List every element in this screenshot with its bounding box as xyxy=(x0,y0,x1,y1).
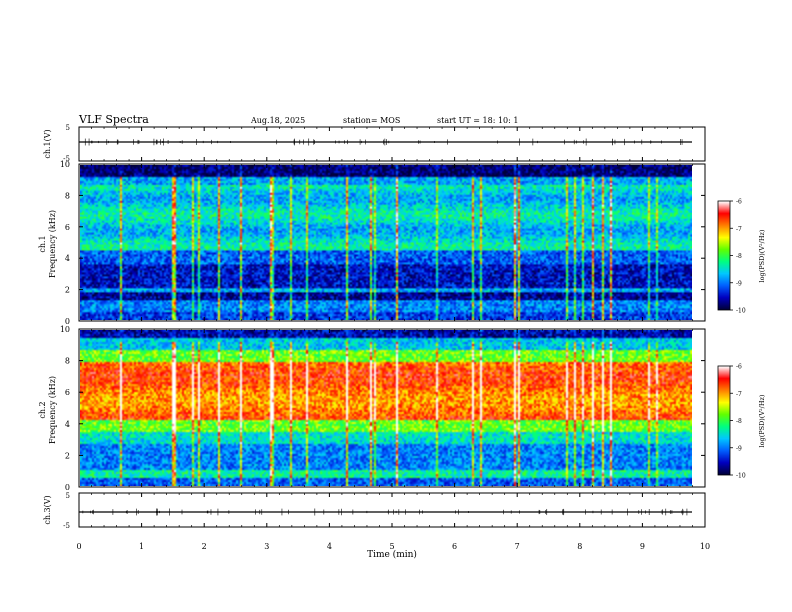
x-axis-label: Time (min) xyxy=(367,549,417,560)
date-label: Aug.18, 2025 xyxy=(250,116,305,125)
x-axis-ticks xyxy=(78,127,706,527)
ch1-spec-ytick-label-5: 10 xyxy=(60,160,70,169)
x-tick-label-0: 0 xyxy=(76,542,81,551)
x-tick-label-8: 8 xyxy=(577,542,582,551)
x-tick-label-4: 4 xyxy=(327,542,332,551)
ch1-colorbar-label: log(PSD)(V²/Hz) xyxy=(758,229,766,282)
ch2-spec-ytick-label-0: 0 xyxy=(65,483,70,492)
ch1-waveform-panel: 5 -5 ch.1(V) xyxy=(43,124,706,163)
ch1-colorbar: -6 -7 -8 -9 -10 log(PSD)(V²/Hz) xyxy=(717,199,766,315)
ch2-cbar-tick-label-3: -9 xyxy=(736,445,742,452)
x-tick-label-6: 6 xyxy=(452,542,457,551)
ch3-waveform-ylabel: ch.3(V) xyxy=(43,495,52,524)
ch2-spec-ylabel-channel: ch.2 xyxy=(38,401,47,418)
ch1-spec-ytick-label-2: 4 xyxy=(65,254,70,263)
ch3-waveform-frame xyxy=(78,492,706,528)
ch1-cbar-tick-label-2: -8 xyxy=(736,253,742,260)
ch2-colorbar-label: log(PSD)(V²/Hz) xyxy=(758,394,766,447)
ch2-cbar-tick-label-4: -10 xyxy=(736,473,746,480)
ch2-colorbar-image xyxy=(718,366,730,475)
ch1-spec-yticks: 0 2 4 6 8 10 xyxy=(60,160,705,326)
ch2-spec-ylabel-freq: Frequency (kHz) xyxy=(48,376,57,444)
ch1-spectrogram-image xyxy=(80,165,692,320)
ch1-spec-ylabel-channel: ch.1 xyxy=(38,235,47,252)
ch1-spectrogram-panel: ch.1 Frequency (kHz) 0 2 4 6 8 10 xyxy=(38,160,706,326)
ch1-cbar-tick-label-3: -9 xyxy=(736,280,742,287)
ch2-spectrogram-image xyxy=(80,330,692,486)
ch1-spec-ytick-label-1: 2 xyxy=(65,286,70,295)
ch2-colorbar-ticks: -6 -7 -8 -9 -10 xyxy=(730,364,746,480)
ch2-spec-yticks: 0 2 4 6 8 10 xyxy=(60,325,705,492)
ch2-spec-ytick-label-2: 4 xyxy=(65,420,70,429)
x-tick-label-2: 2 xyxy=(202,542,207,551)
ch2-cbar-tick-label-1: -7 xyxy=(736,391,742,398)
ch2-spectrogram-panel: ch.2 Frequency (kHz) 0 2 4 6 8 10 xyxy=(38,325,706,492)
ch2-colorbar: -6 -7 -8 -9 -10 log(PSD)(V²/Hz) xyxy=(717,364,766,480)
ch2-cbar-tick-label-0: -6 xyxy=(736,364,742,371)
ch1-ytick-top: 5 xyxy=(66,124,70,132)
x-tick-label-7: 7 xyxy=(515,542,520,551)
ch2-spec-ytick-label-1: 2 xyxy=(65,451,70,460)
ch1-spec-ytick-label-4: 8 xyxy=(65,191,70,200)
ch1-ytick-bottom: -5 xyxy=(63,155,70,163)
ch1-waveform-ylabel: ch.1(V) xyxy=(43,129,52,158)
ch3-ytick-top: 5 xyxy=(66,492,70,500)
x-tick-label-3: 3 xyxy=(264,542,269,551)
ch1-waveform-spikes xyxy=(84,138,683,146)
ch2-spec-ytick-label-3: 6 xyxy=(65,388,70,397)
ch1-colorbar-image xyxy=(718,201,730,310)
ch1-spec-ytick-label-3: 6 xyxy=(65,223,70,232)
ch1-waveform-frame xyxy=(78,126,706,162)
ch3-waveform-panel: 5 -5 ch.3(V) xyxy=(43,492,706,530)
ch1-colorbar-ticks: -6 -7 -8 -9 -10 xyxy=(730,199,746,315)
ch3-waveform-spikes xyxy=(82,508,688,516)
x-tick-label-1: 1 xyxy=(139,542,144,551)
x-tick-label-9: 9 xyxy=(640,542,645,551)
ch1-cbar-tick-label-0: -6 xyxy=(736,199,742,206)
ch1-spec-ylabel-freq: Frequency (kHz) xyxy=(48,210,57,278)
x-tick-label-5: 5 xyxy=(389,542,394,551)
station-label: station= MOS xyxy=(343,116,400,125)
figure-title: VLF Spectra xyxy=(78,113,149,126)
ch2-spec-ytick-label-4: 8 xyxy=(65,357,70,366)
ch2-spec-ytick-label-5: 10 xyxy=(60,325,70,334)
start-time-label: start UT = 18: 10: 1 xyxy=(437,116,518,125)
ch2-cbar-tick-label-2: -8 xyxy=(736,418,742,425)
ch1-cbar-tick-label-4: -10 xyxy=(736,308,746,315)
ch3-ytick-bottom: -5 xyxy=(63,522,70,530)
x-axis-tick-labels: 0 1 2 3 4 5 6 7 8 9 10 xyxy=(76,542,710,551)
ch1-spec-ytick-label-0: 0 xyxy=(65,317,70,326)
x-tick-label-10: 10 xyxy=(700,542,710,551)
ch1-cbar-tick-label-1: -7 xyxy=(736,226,742,233)
